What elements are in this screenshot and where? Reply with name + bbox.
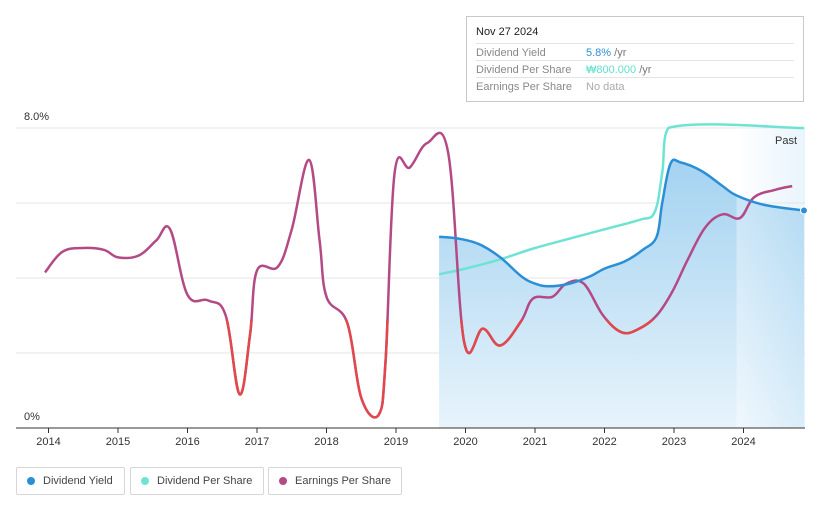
tooltip-value: No data — [586, 81, 625, 93]
tooltip-label: Dividend Per Share — [476, 64, 572, 76]
legend-dividend-yield[interactable]: Dividend Yield — [16, 467, 125, 495]
series — [44, 123, 808, 419]
legend-dot — [279, 477, 287, 485]
dividend-per-share-line — [438, 123, 805, 276]
legend-dividend-per-share[interactable]: Dividend Per Share — [130, 467, 264, 495]
dividend-yield-line — [438, 158, 805, 288]
tooltip-label: Dividend Yield — [476, 47, 546, 59]
x-axis: 2014 2015 2016 2017 2018 2019 2020 2021 2022 2023… — [16, 427, 805, 448]
past-label: Past — [775, 135, 797, 147]
tooltip-row-dividend-per-share: Dividend Per Share ₩800.000 /yr — [476, 60, 794, 78]
x-tick-label: 2024 — [731, 436, 755, 448]
x-tick-label: 2018 — [314, 436, 338, 448]
tooltip-row-dividend-yield: Dividend Yield 5.8% /yr — [476, 43, 794, 61]
x-tick-label: 2020 — [453, 436, 477, 448]
legend-earnings-per-share[interactable]: Earnings Per Share — [268, 467, 402, 495]
tooltip-date: Nov 27 2024 — [476, 26, 539, 38]
tooltip: Nov 27 2024 Dividend Yield 5.8% /yr Divi… — [466, 16, 804, 102]
dividend-yield-area — [439, 159, 804, 428]
x-tick-label: 2015 — [106, 436, 130, 448]
tooltip-value: 5.8% /yr — [586, 47, 627, 59]
past-region — [736, 128, 805, 428]
tooltip-value: ₩800.000 /yr — [586, 64, 652, 76]
x-tick-label: 2016 — [175, 436, 199, 448]
dividend-yield-area-fill — [439, 159, 804, 428]
x-tick-label: 2014 — [36, 436, 60, 448]
x-tick-label: 2017 — [245, 436, 269, 448]
tooltip-row-earnings-per-share: Earnings Per Share No data — [476, 77, 794, 95]
y-axis-min-label: 0% — [24, 411, 40, 423]
legend-label: Earnings Per Share — [295, 475, 391, 487]
legend-dot — [27, 477, 35, 485]
legend-dot — [141, 477, 149, 485]
x-tick-label: 2022 — [592, 436, 616, 448]
dividend-yield-end-point — [799, 206, 808, 215]
past-region-shade — [736, 128, 805, 428]
x-tick-label: 2021 — [523, 436, 547, 448]
x-tick-label: 2019 — [384, 436, 408, 448]
y-axis-max-label: 8.0% — [24, 111, 49, 123]
earnings-per-share-line — [44, 131, 793, 419]
legend-label: Dividend Per Share — [157, 475, 253, 487]
x-tick-label: 2023 — [662, 436, 686, 448]
tooltip-label: Earnings Per Share — [476, 81, 572, 93]
legend-label: Dividend Yield — [43, 475, 113, 487]
